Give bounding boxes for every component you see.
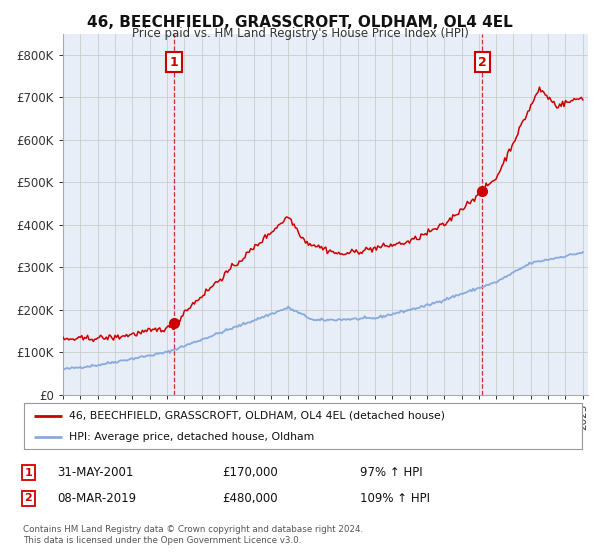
Text: 1: 1 (170, 56, 179, 69)
Text: HPI: Average price, detached house, Oldham: HPI: Average price, detached house, Oldh… (68, 432, 314, 442)
Text: Price paid vs. HM Land Registry's House Price Index (HPI): Price paid vs. HM Land Registry's House … (131, 27, 469, 40)
Text: 46, BEECHFIELD, GRASSCROFT, OLDHAM, OL4 4EL: 46, BEECHFIELD, GRASSCROFT, OLDHAM, OL4 … (87, 15, 513, 30)
Text: 46, BEECHFIELD, GRASSCROFT, OLDHAM, OL4 4EL (detached house): 46, BEECHFIELD, GRASSCROFT, OLDHAM, OL4 … (68, 410, 445, 421)
Text: Contains HM Land Registry data © Crown copyright and database right 2024.
This d: Contains HM Land Registry data © Crown c… (23, 525, 363, 545)
Text: £480,000: £480,000 (222, 492, 278, 505)
Text: £170,000: £170,000 (222, 466, 278, 479)
Text: 109% ↑ HPI: 109% ↑ HPI (360, 492, 430, 505)
Text: 31-MAY-2001: 31-MAY-2001 (57, 466, 133, 479)
Text: 97% ↑ HPI: 97% ↑ HPI (360, 466, 422, 479)
Text: 2: 2 (25, 493, 32, 503)
Text: 08-MAR-2019: 08-MAR-2019 (57, 492, 136, 505)
Text: 1: 1 (25, 468, 32, 478)
Text: 2: 2 (478, 56, 487, 69)
